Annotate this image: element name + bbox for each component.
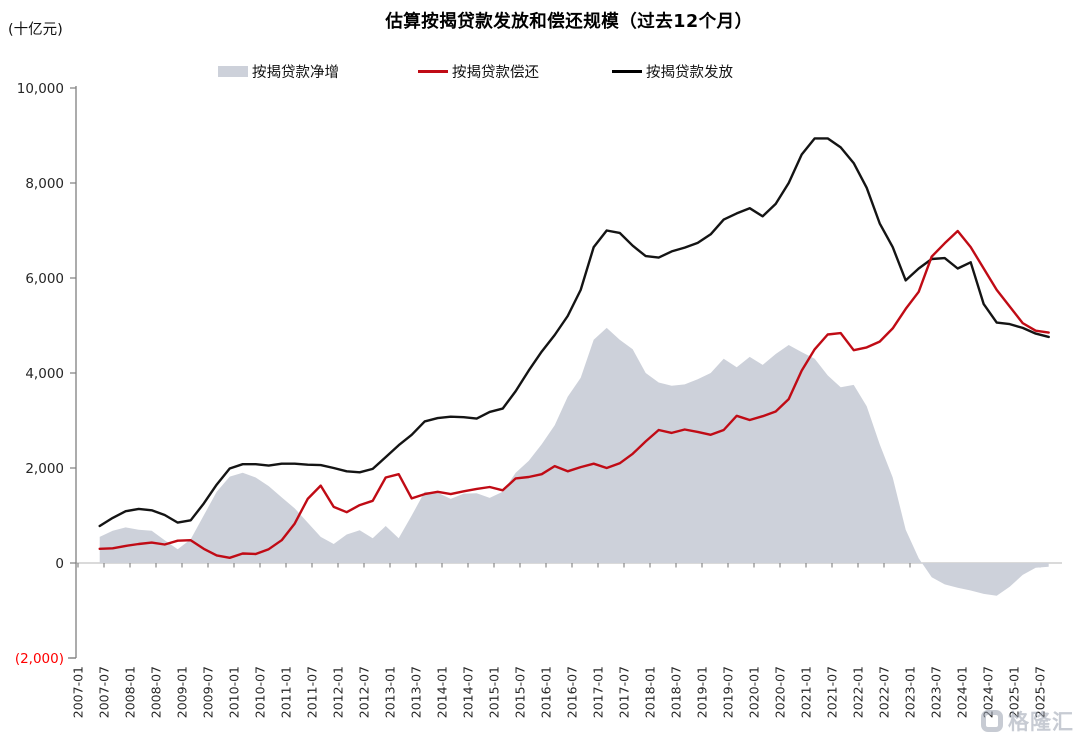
y-tick-label: 6,000: [25, 271, 64, 287]
issuance-line-swatch-icon: [612, 69, 642, 73]
legend-label: 按揭贷款净增: [252, 64, 339, 81]
x-tick-label: 2023-01: [903, 666, 918, 718]
x-tick-label: 2014-01: [435, 666, 450, 718]
legend-label: 按揭贷款偿还: [452, 64, 539, 81]
x-tick-label: 2020-07: [773, 666, 788, 718]
repayment-line: [98, 229, 1050, 559]
x-tick-label: 2019-01: [695, 666, 710, 718]
legend-item-repayment: 按揭贷款偿还: [418, 61, 539, 81]
legend-item-net-increase: 按揭贷款净增: [218, 61, 339, 81]
x-tick-label: 2007-07: [97, 666, 112, 718]
x-tick-label: 2011-01: [279, 666, 294, 718]
x-tick-label: 2022-07: [877, 666, 892, 718]
y-tick-label: 2,000: [25, 461, 64, 477]
x-tick-label: 2008-01: [123, 666, 138, 718]
x-tick-label: 2016-01: [539, 666, 554, 718]
repayment-line-swatch-icon: [418, 69, 448, 73]
y-tick-label: 10,000: [17, 81, 64, 97]
x-tick-label: 2017-01: [591, 666, 606, 718]
x-tick-label: 2014-07: [461, 666, 476, 718]
x-tick-label: 2020-01: [747, 666, 762, 718]
x-tick-label: 2010-01: [227, 666, 242, 718]
x-tick-label: 2022-01: [851, 666, 866, 718]
x-tick-label: 2019-07: [721, 666, 736, 718]
x-tick-label: 2013-01: [383, 666, 398, 718]
net-increase-swatch-icon: [218, 65, 248, 77]
x-tick-label: 2007-01: [71, 666, 86, 718]
x-tick-label: 2013-07: [409, 666, 424, 718]
x-tick-label: 2021-01: [799, 666, 814, 718]
x-tick-label: 2024-07: [981, 666, 996, 718]
x-tick-label: 2025-07: [1033, 666, 1048, 718]
y-axis-unit-label: (十亿元): [8, 22, 63, 38]
x-tick-label: 2016-07: [565, 666, 580, 718]
x-tick-label: 2024-01: [955, 666, 970, 718]
x-tick-label: 2018-01: [643, 666, 658, 718]
x-tick-label: 2009-07: [201, 666, 216, 718]
chart-title: 估算按揭贷款发放和偿还规模（过去12个月）: [385, 12, 753, 32]
issuance-line: [98, 137, 1050, 528]
x-tick-label: 2021-07: [825, 666, 840, 718]
x-tick-label: 2015-01: [487, 666, 502, 718]
x-tick-label: 2008-07: [149, 666, 164, 718]
x-tick-label: 2018-07: [669, 666, 684, 718]
y-tick-label: 0: [55, 556, 64, 572]
legend-item-issuance: 按揭贷款发放: [612, 61, 733, 81]
x-tick-label: 2025-01: [1007, 666, 1022, 718]
x-tick-label: 2010-07: [253, 666, 268, 718]
x-tick-label: 2011-07: [305, 666, 320, 718]
x-tick-label: 2023-07: [929, 666, 944, 718]
y-tick-label: 4,000: [25, 366, 64, 382]
net-increase-area: [99, 327, 1049, 596]
x-tick-label: 2017-07: [617, 666, 632, 718]
legend-label: 按揭贷款发放: [646, 64, 733, 81]
x-tick-label: 2015-07: [513, 666, 528, 718]
y-tick-label: 8,000: [25, 176, 64, 192]
x-tick-label: 2012-07: [357, 666, 372, 718]
x-tick-label: 2009-01: [175, 666, 190, 718]
x-tick-label: 2012-01: [331, 666, 346, 718]
y-tick-label: (2,000): [15, 651, 64, 667]
